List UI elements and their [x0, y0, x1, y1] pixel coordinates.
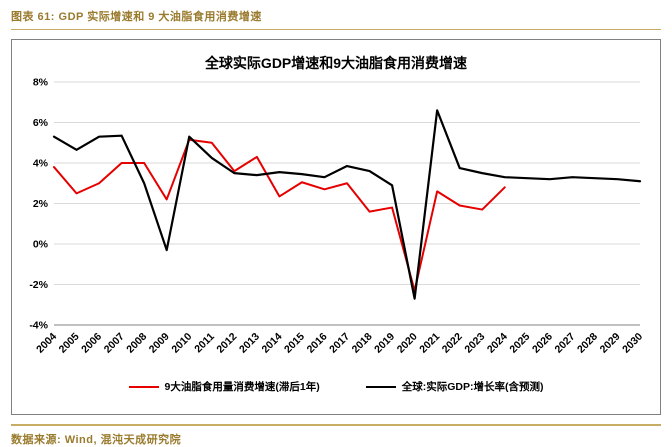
line-chart: 8% 6% 4% 2% 0% -2% -4%200420052006200720082009… [29, 77, 645, 356]
svg-text:2030: 2030 [620, 331, 645, 356]
bottom-divider [11, 424, 661, 426]
red-line-swatch [128, 385, 159, 388]
footer-gap [11, 415, 661, 424]
svg-text:2029: 2029 [598, 331, 623, 356]
svg-text:-4%: -4% [29, 320, 48, 332]
legend-label-gdp: 全球:实际GDP:增长率(含预测) [401, 381, 544, 393]
svg-text:2017: 2017 [327, 331, 352, 356]
svg-text:2027: 2027 [553, 331, 578, 356]
svg-text:2016: 2016 [305, 331, 330, 356]
svg-text:2023: 2023 [462, 331, 487, 356]
svg-text:8%: 8% [33, 77, 49, 89]
svg-text:2006: 2006 [79, 331, 104, 356]
chart-title: 全球实际GDP增速和9大油脂食用消费增速 [204, 55, 468, 71]
chart-legend: 9大油脂食用量消费增速(滞后1年) 全球:实际GDP:增长率(含预测) [12, 379, 660, 394]
svg-text:2%: 2% [33, 198, 49, 210]
svg-text:-2%: -2% [29, 279, 48, 291]
figure-caption: 图表 61: GDP 实际增速和 9 大油脂食用消费增速 [11, 11, 262, 23]
svg-text:2007: 2007 [102, 331, 127, 356]
svg-text:2025: 2025 [507, 331, 532, 356]
svg-text:2024: 2024 [485, 331, 510, 356]
svg-text:2018: 2018 [350, 331, 375, 356]
svg-text:2014: 2014 [260, 331, 285, 356]
svg-text:2005: 2005 [57, 331, 82, 356]
legend-item-gdp: 全球:实际GDP:增长率(含预测) [365, 379, 544, 394]
svg-text:2028: 2028 [575, 331, 600, 356]
chart-container: 全球实际GDP增速和9大油脂食用消费增速 8% 6% 4% 2% 0% -2% -4% 200… [11, 39, 661, 415]
svg-text:2020: 2020 [395, 331, 420, 356]
svg-text:2010: 2010 [169, 331, 194, 356]
top-divider [11, 29, 661, 30]
svg-text:6%: 6% [33, 117, 49, 129]
legend-label-consumption: 9大油脂食用量消费增速(滞后1年) [164, 381, 320, 393]
legend-item-consumption: 9大油脂食用量消费增速(滞后1年) [128, 379, 320, 394]
svg-text:2012: 2012 [214, 331, 239, 356]
svg-text:2011: 2011 [192, 331, 217, 356]
svg-text:2019: 2019 [372, 331, 397, 356]
svg-text:4%: 4% [33, 158, 49, 170]
svg-text:2022: 2022 [440, 331, 465, 356]
svg-text:2004: 2004 [34, 331, 59, 356]
svg-text:2021: 2021 [417, 331, 442, 356]
svg-text:0%: 0% [33, 239, 49, 251]
svg-text:2008: 2008 [124, 331, 149, 356]
black-line-swatch [365, 385, 396, 388]
svg-text:2026: 2026 [530, 331, 555, 356]
svg-text:2015: 2015 [282, 331, 307, 356]
data-source: 数据来源: Wind, 混沌天成研究院 [11, 434, 182, 446]
svg-text:2009: 2009 [147, 331, 172, 356]
svg-text:2013: 2013 [237, 331, 262, 356]
